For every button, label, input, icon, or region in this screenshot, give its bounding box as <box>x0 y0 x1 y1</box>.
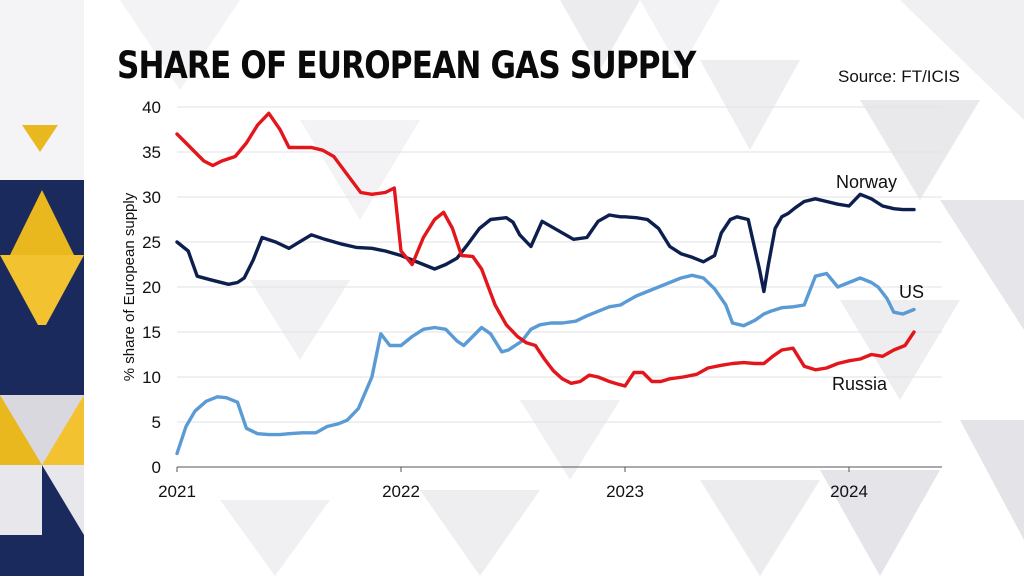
x-tick-label: 2023 <box>606 482 644 501</box>
y-tick-labels: 0 5 10 15 20 25 30 35 40 <box>142 98 161 477</box>
bg-triangle <box>840 300 960 400</box>
source-label: Source: FT/ICIS <box>838 67 960 86</box>
x-tick-label: 2024 <box>830 482 868 501</box>
side-decoration <box>0 0 84 576</box>
bg-triangle <box>700 480 820 576</box>
y-tick-label: 5 <box>152 413 161 432</box>
bg-triangle <box>220 500 330 576</box>
bg-triangle <box>120 0 240 90</box>
series-layer <box>175 111 916 456</box>
accent-triangle-icon <box>22 125 58 152</box>
bg-triangle <box>820 470 940 576</box>
y-tick-label: 15 <box>142 323 161 342</box>
series-label-us: US <box>899 282 924 302</box>
x-tick-label: 2022 <box>382 482 420 501</box>
y-tick-label: 20 <box>142 278 161 297</box>
series-label-russia: Russia <box>832 374 888 394</box>
y-tick-label: 35 <box>142 143 161 162</box>
bg-triangle <box>860 100 980 200</box>
bg-triangle <box>300 120 420 220</box>
bg-triangle <box>560 0 640 70</box>
bg-triangle <box>960 420 1024 540</box>
bg-triangle <box>900 0 1024 120</box>
y-tick-label: 30 <box>142 188 161 207</box>
chart-title: SHARE OF EUROPEAN GAS SUPPLY <box>117 44 696 87</box>
y-tick-label: 40 <box>142 98 161 117</box>
x-tick-labels: 2021 2022 2023 2024 <box>158 467 868 501</box>
y-tick-label: 10 <box>142 368 161 387</box>
bg-triangle <box>700 60 800 150</box>
series-line-russia <box>175 111 916 388</box>
bg-triangle <box>640 0 720 70</box>
series-line-norway <box>175 192 916 294</box>
bg-triangle <box>520 400 620 480</box>
y-tick-label: 0 <box>152 458 161 477</box>
bg-triangle <box>940 200 1024 330</box>
series-line-us <box>175 271 916 456</box>
y-tick-label: 25 <box>142 233 161 252</box>
bg-triangle <box>420 490 540 576</box>
series-label-norway: Norway <box>836 172 897 192</box>
bg-triangle <box>250 280 350 360</box>
y-axis-label: % share of European supply <box>121 192 138 381</box>
x-tick-label: 2021 <box>158 482 196 501</box>
